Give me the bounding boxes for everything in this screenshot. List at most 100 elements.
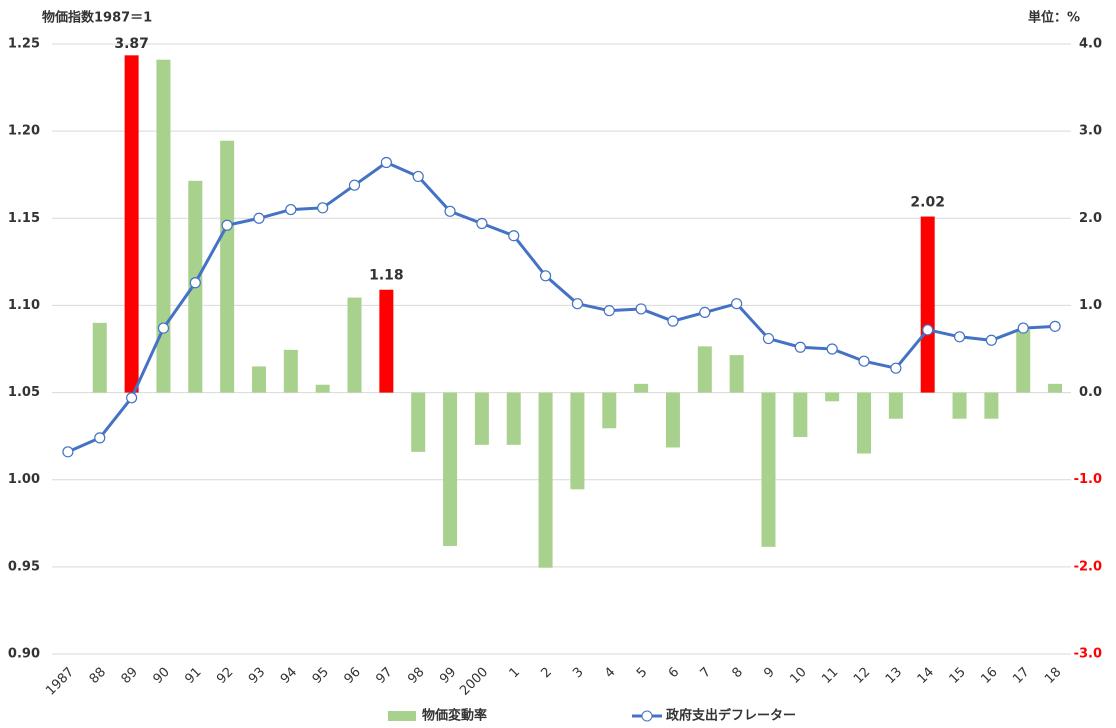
bar xyxy=(665,392,680,448)
bar xyxy=(602,392,617,429)
x-tick-label: 95 xyxy=(310,665,332,687)
bar xyxy=(156,59,171,393)
y-axis-label: 物価指数1987＝1 xyxy=(42,10,152,26)
line-marker xyxy=(1049,320,1061,332)
line-marker xyxy=(380,156,392,169)
x-tick-label: 10 xyxy=(787,665,809,687)
bar xyxy=(857,392,872,454)
y2-tick-label: 0.0 xyxy=(1079,385,1102,400)
x-tick-label: 1987 xyxy=(43,665,77,699)
legend-label: 政府支出デフレーター xyxy=(666,708,796,724)
line-marker xyxy=(508,230,520,242)
line-marker xyxy=(126,392,138,404)
y2-tick-label: 3.0 xyxy=(1079,124,1102,139)
line-marker xyxy=(985,334,997,346)
x-tick-label: 92 xyxy=(214,665,236,687)
line-marker xyxy=(157,322,170,334)
bar xyxy=(92,322,107,393)
y2-tick-label: 4.0 xyxy=(1079,37,1102,52)
bar xyxy=(761,392,776,547)
bar xyxy=(538,392,553,568)
line-marker xyxy=(539,270,552,282)
line-marker xyxy=(667,315,679,327)
x-tick-label: 6 xyxy=(666,665,682,681)
y-tick-label: 1.25 xyxy=(8,37,40,52)
line-marker xyxy=(221,219,233,231)
x-tick-label: 2 xyxy=(538,665,554,681)
bar xyxy=(729,355,744,393)
x-tick-label: 93 xyxy=(246,665,268,687)
y-tick-label: 1.10 xyxy=(8,298,40,313)
bar xyxy=(888,392,903,419)
bar xyxy=(124,55,139,393)
line-marker xyxy=(285,203,297,216)
line-marker xyxy=(571,298,584,310)
line-marker xyxy=(444,205,456,217)
bar xyxy=(570,392,585,490)
x-tick-label: 18 xyxy=(1042,665,1064,687)
line-marker xyxy=(348,179,361,191)
x-tick-label: 4 xyxy=(602,665,618,681)
x-tick-label: 15 xyxy=(947,665,969,687)
line-marker xyxy=(953,331,966,343)
x-tick-label: 2000 xyxy=(457,665,491,699)
y2-axis-label: 単位：% xyxy=(1028,10,1080,26)
x-tick-label: 11 xyxy=(819,665,841,687)
bar xyxy=(347,297,362,393)
x-tick-label: 12 xyxy=(851,665,873,687)
line-marker xyxy=(476,217,488,230)
x-tick-label: 98 xyxy=(405,665,427,687)
bar xyxy=(793,392,808,438)
legend-label: 物価変動率 xyxy=(422,708,487,724)
bar xyxy=(634,383,649,393)
y-tick-label: 1.15 xyxy=(8,211,40,226)
bar xyxy=(411,392,426,452)
bar xyxy=(825,392,840,402)
x-tick-label: 99 xyxy=(437,665,459,687)
x-tick-label: 90 xyxy=(150,665,172,687)
x-tick-label: 14 xyxy=(915,665,937,687)
bar xyxy=(443,392,458,546)
y-tick-label: 1.05 xyxy=(8,385,40,400)
bar xyxy=(697,346,712,393)
y2-tick-label: 1.0 xyxy=(1079,298,1102,313)
bar xyxy=(220,140,235,393)
line-marker xyxy=(890,362,902,374)
x-tick-label: 13 xyxy=(883,665,905,687)
y-tick-label: 0.95 xyxy=(8,559,40,574)
x-tick-label: 7 xyxy=(698,665,714,681)
x-tick-label: 91 xyxy=(182,665,204,687)
bar xyxy=(952,392,967,419)
bar xyxy=(984,392,999,419)
line-marker xyxy=(762,332,775,345)
line-marker xyxy=(62,446,74,458)
line-marker xyxy=(794,341,806,353)
line-marker xyxy=(189,277,201,289)
x-tick-label: 16 xyxy=(978,665,1000,687)
x-tick-label: 89 xyxy=(119,665,141,687)
bar xyxy=(920,216,935,393)
x-tick-label: 1 xyxy=(507,665,523,681)
x-tick-label: 97 xyxy=(373,665,395,687)
y-tick-label: 1.20 xyxy=(8,124,40,139)
data-label: 2.02 xyxy=(910,195,945,211)
legend-swatch xyxy=(641,710,653,722)
line-marker xyxy=(858,355,870,367)
legend-swatch xyxy=(388,711,416,721)
line-marker xyxy=(412,170,424,183)
bar xyxy=(379,289,394,393)
line-marker xyxy=(317,202,329,214)
line-marker xyxy=(94,432,106,444)
x-tick-label: 8 xyxy=(729,665,745,681)
line-marker xyxy=(635,303,647,315)
x-tick-label: 96 xyxy=(342,665,364,687)
y2-tick-label: -3.0 xyxy=(1074,647,1102,662)
x-tick-label: 9 xyxy=(761,665,777,681)
x-tick-label: 17 xyxy=(1010,665,1032,687)
bar xyxy=(315,384,330,393)
y2-tick-label: -1.0 xyxy=(1074,472,1102,487)
x-tick-label: 3 xyxy=(570,665,586,681)
line-marker xyxy=(731,298,743,310)
bar xyxy=(474,392,489,445)
